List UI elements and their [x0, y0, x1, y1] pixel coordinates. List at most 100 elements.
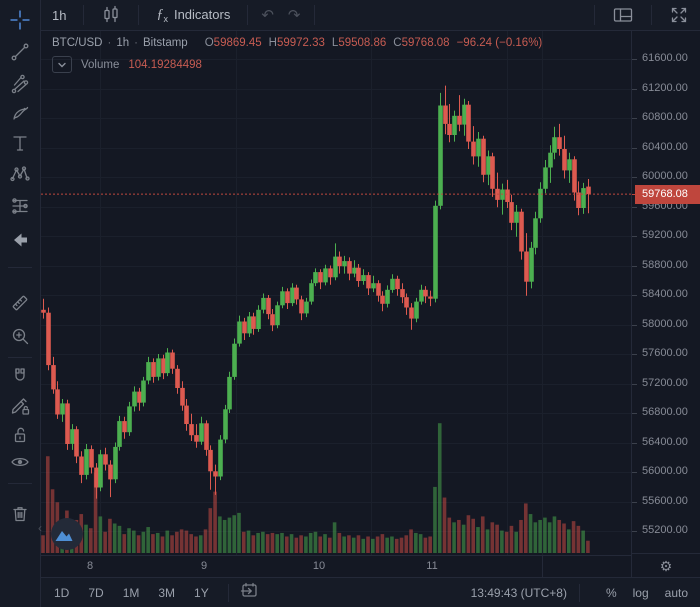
volume-bar	[375, 536, 380, 553]
collapse-drawing-bar-handle[interactable]: ‹	[35, 519, 45, 537]
volume-bar	[418, 534, 423, 553]
price-tick-mark	[632, 384, 637, 385]
text-tool-icon[interactable]	[9, 132, 31, 154]
crosshair-tool-icon[interactable]	[9, 9, 31, 31]
volume-bar	[165, 530, 170, 553]
candle-body	[74, 429, 79, 457]
toolbar-separator	[578, 583, 580, 602]
volume-bar	[356, 535, 361, 553]
chart-legend: BTC/USD · 1h · Bitstamp O 59869.45 H 59972.…	[52, 37, 542, 73]
time-axis[interactable]: 8 9 10 11	[41, 555, 631, 578]
volume-bar	[394, 538, 399, 553]
range-1m-button[interactable]: 1M	[122, 585, 140, 600]
price-tick-mark	[632, 118, 637, 119]
undo-button[interactable]: ↶	[254, 6, 281, 24]
range-1y-button[interactable]: 1Y	[194, 585, 209, 600]
ohlc-values: O 59869.45 H 59972.33 L 59508.86 C 59768.08 −96.…	[198, 37, 543, 49]
symbol-row[interactable]: BTC/USD · 1h · Bitstamp O 59869.45 H 59972.…	[52, 37, 543, 49]
candle-body	[333, 256, 338, 278]
candle-body	[500, 189, 505, 200]
volume-bar	[504, 531, 509, 553]
price-axis[interactable]: 59768.08 55200.00 55600.00 56000.00 56400.0…	[631, 31, 700, 553]
scale-auto-button[interactable]: auto	[664, 585, 688, 600]
volume-bar	[112, 523, 117, 553]
xabcd-pattern-tool-icon[interactable]	[9, 163, 31, 185]
volume-bar	[557, 519, 562, 553]
last-price-label: 59768.08	[632, 185, 700, 204]
gear-icon[interactable]: ⚙	[659, 557, 673, 574]
interval-button[interactable]: 1h	[41, 8, 77, 23]
volume-dropdown-button[interactable]	[52, 56, 72, 73]
lock-icon[interactable]	[9, 424, 31, 446]
candle-body	[509, 202, 514, 223]
trend-line-tool-icon[interactable]	[9, 41, 31, 63]
candle-body	[84, 449, 89, 475]
volume-bar	[41, 535, 45, 553]
price-tick-mark	[632, 59, 637, 60]
back-arrow-icon[interactable]	[9, 229, 31, 251]
candle-body	[371, 283, 376, 289]
volume-bar	[141, 531, 146, 553]
prediction-tool-icon[interactable]	[9, 195, 31, 217]
gann-fibonacci-tool-icon[interactable]	[9, 73, 31, 95]
candle-body	[366, 275, 371, 289]
volume-bar	[251, 535, 256, 553]
drawing-lock-icon[interactable]	[9, 395, 31, 417]
candle-body	[299, 299, 304, 314]
candle-body	[266, 297, 271, 315]
fullscreen-button[interactable]	[658, 5, 700, 25]
candle-body	[395, 278, 400, 290]
candle-body	[151, 362, 156, 377]
clock-display[interactable]: 13:49:43 (UTC+8)	[470, 585, 567, 600]
change-value: −96.24 (−0.16%)	[456, 37, 543, 49]
volume-bar	[337, 532, 342, 553]
price-tick-label: 61600.00	[642, 52, 688, 64]
volume-bar	[98, 516, 103, 553]
price-tick-mark	[632, 89, 637, 90]
time-tick-label: 10	[312, 560, 326, 572]
measure-ruler-icon[interactable]	[9, 292, 31, 314]
brush-tool-icon[interactable]	[9, 103, 31, 125]
eye-icon[interactable]	[9, 451, 31, 473]
volume-bar	[108, 518, 112, 553]
toolbar-separator	[594, 5, 595, 25]
volume-bar	[404, 535, 409, 553]
trash-icon[interactable]	[9, 503, 31, 525]
candle-body	[127, 406, 132, 433]
price-tick-label: 56000.00	[642, 465, 688, 477]
scale-percent-button[interactable]: %	[605, 585, 617, 600]
go-to-date-button[interactable]	[239, 580, 259, 605]
candle-body	[122, 421, 127, 433]
candle-body	[247, 316, 252, 334]
ohlc-letter-C: C	[393, 37, 402, 49]
indicators-button[interactable]: ƒx Indicators	[145, 7, 241, 24]
range-3m-button[interactable]: 3M	[158, 585, 176, 600]
scale-log-button[interactable]: log	[632, 585, 649, 600]
zoom-in-icon[interactable]	[9, 325, 31, 347]
volume-bar	[227, 517, 232, 553]
range-1d-button[interactable]: 1D	[54, 585, 70, 600]
volume-bar	[50, 489, 55, 553]
volume-bar	[380, 534, 385, 553]
price-tick-label: 61200.00	[642, 81, 688, 94]
range-7d-button[interactable]: 7D	[88, 585, 104, 600]
watermark-logo	[51, 518, 83, 550]
magnet-icon[interactable]	[9, 365, 31, 387]
volume-bar	[151, 534, 155, 553]
candlestick-chart[interactable]	[41, 31, 631, 555]
volume-bar	[208, 508, 213, 553]
redo-button[interactable]: ↷	[281, 6, 308, 24]
volume-bar	[222, 519, 227, 553]
volume-bar	[103, 531, 107, 553]
chart-settings-row: ⚙	[631, 553, 700, 577]
price-tick-label: 56400.00	[642, 435, 688, 448]
candle-body	[490, 156, 495, 189]
candle-body	[433, 205, 438, 299]
volume-bar	[160, 536, 165, 553]
candle-body	[400, 289, 405, 298]
volume-bar	[366, 536, 370, 553]
candle-body	[318, 272, 323, 283]
layout-button[interactable]	[601, 6, 645, 24]
chart-style-button[interactable]	[90, 5, 132, 25]
volume-bar	[495, 524, 499, 553]
